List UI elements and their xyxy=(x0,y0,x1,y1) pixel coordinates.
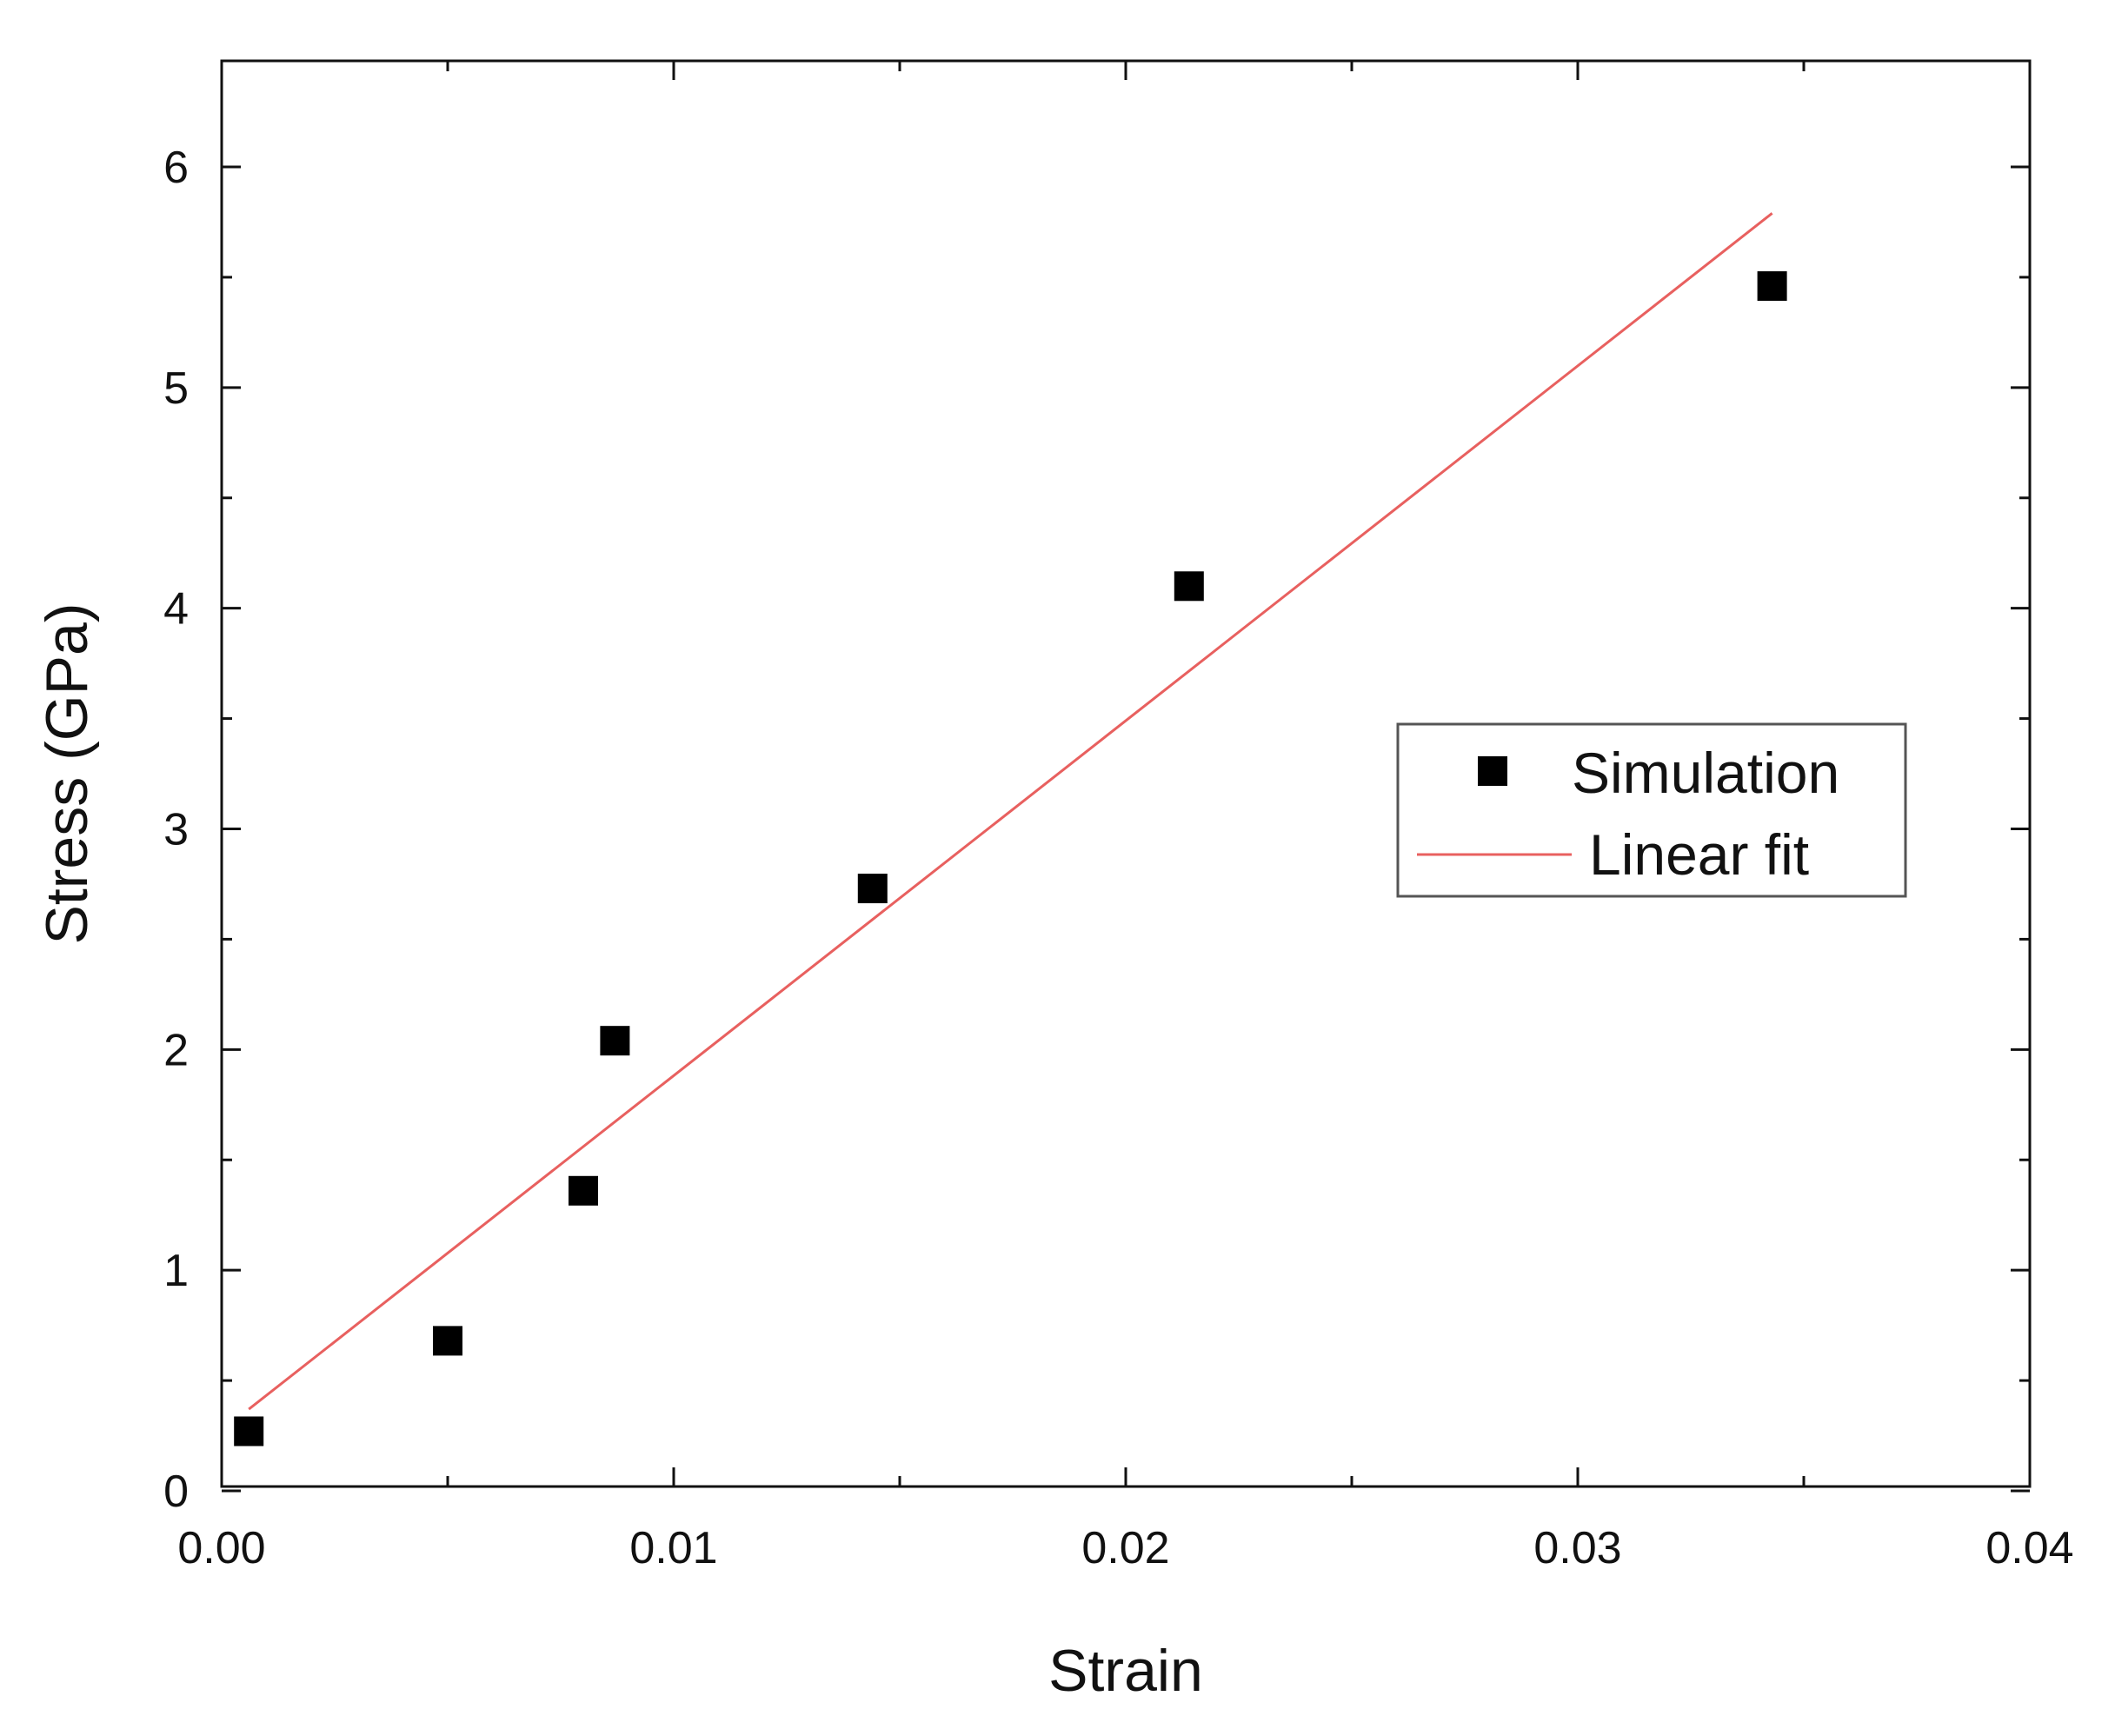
legend-box xyxy=(1396,722,1907,898)
y-tick-label: 6 xyxy=(163,143,189,193)
legend-label-simulation: Simulation xyxy=(1572,741,1839,805)
x-axis-label: Strain xyxy=(1048,1638,1203,1704)
y-tick-label: 0 xyxy=(163,1467,189,1517)
simulation-point xyxy=(569,1175,598,1206)
simulation-point xyxy=(600,1026,630,1056)
simulation-point xyxy=(433,1326,462,1356)
x-tick-label: 0.01 xyxy=(629,1523,717,1573)
simulation-point xyxy=(1174,571,1204,602)
y-tick-label: 2 xyxy=(163,1025,189,1075)
simulation-points-layer xyxy=(234,271,1787,1447)
y-tick-label: 4 xyxy=(163,584,189,635)
y-axis-ticks: 0 1 2 3 4 5 6 xyxy=(163,143,2030,1517)
legend: Simulation Linear fit xyxy=(1396,722,1907,898)
x-axis-ticks: 0.00 0.01 0.02 0.03 0.04 xyxy=(177,61,2074,1573)
linear-fit-line xyxy=(248,212,1773,1411)
y-axis-label: Stress (GPa) xyxy=(34,603,100,945)
x-tick-label: 0.02 xyxy=(1081,1523,1169,1573)
simulation-point xyxy=(857,874,888,904)
y-tick-label: 5 xyxy=(163,363,189,414)
legend-label-linear-fit: Linear fit xyxy=(1589,822,1809,887)
y-tick-label: 3 xyxy=(163,805,189,855)
simulation-point xyxy=(234,1416,264,1447)
simulation-point xyxy=(1757,271,1787,302)
x-tick-label: 0.00 xyxy=(177,1523,265,1573)
y-tick-label: 1 xyxy=(163,1246,189,1296)
x-tick-label: 0.04 xyxy=(1985,1523,2073,1573)
linear-fit-layer xyxy=(248,212,1773,1411)
legend-marker-simulation xyxy=(1478,756,1507,786)
x-tick-label: 0.03 xyxy=(1533,1523,1621,1573)
